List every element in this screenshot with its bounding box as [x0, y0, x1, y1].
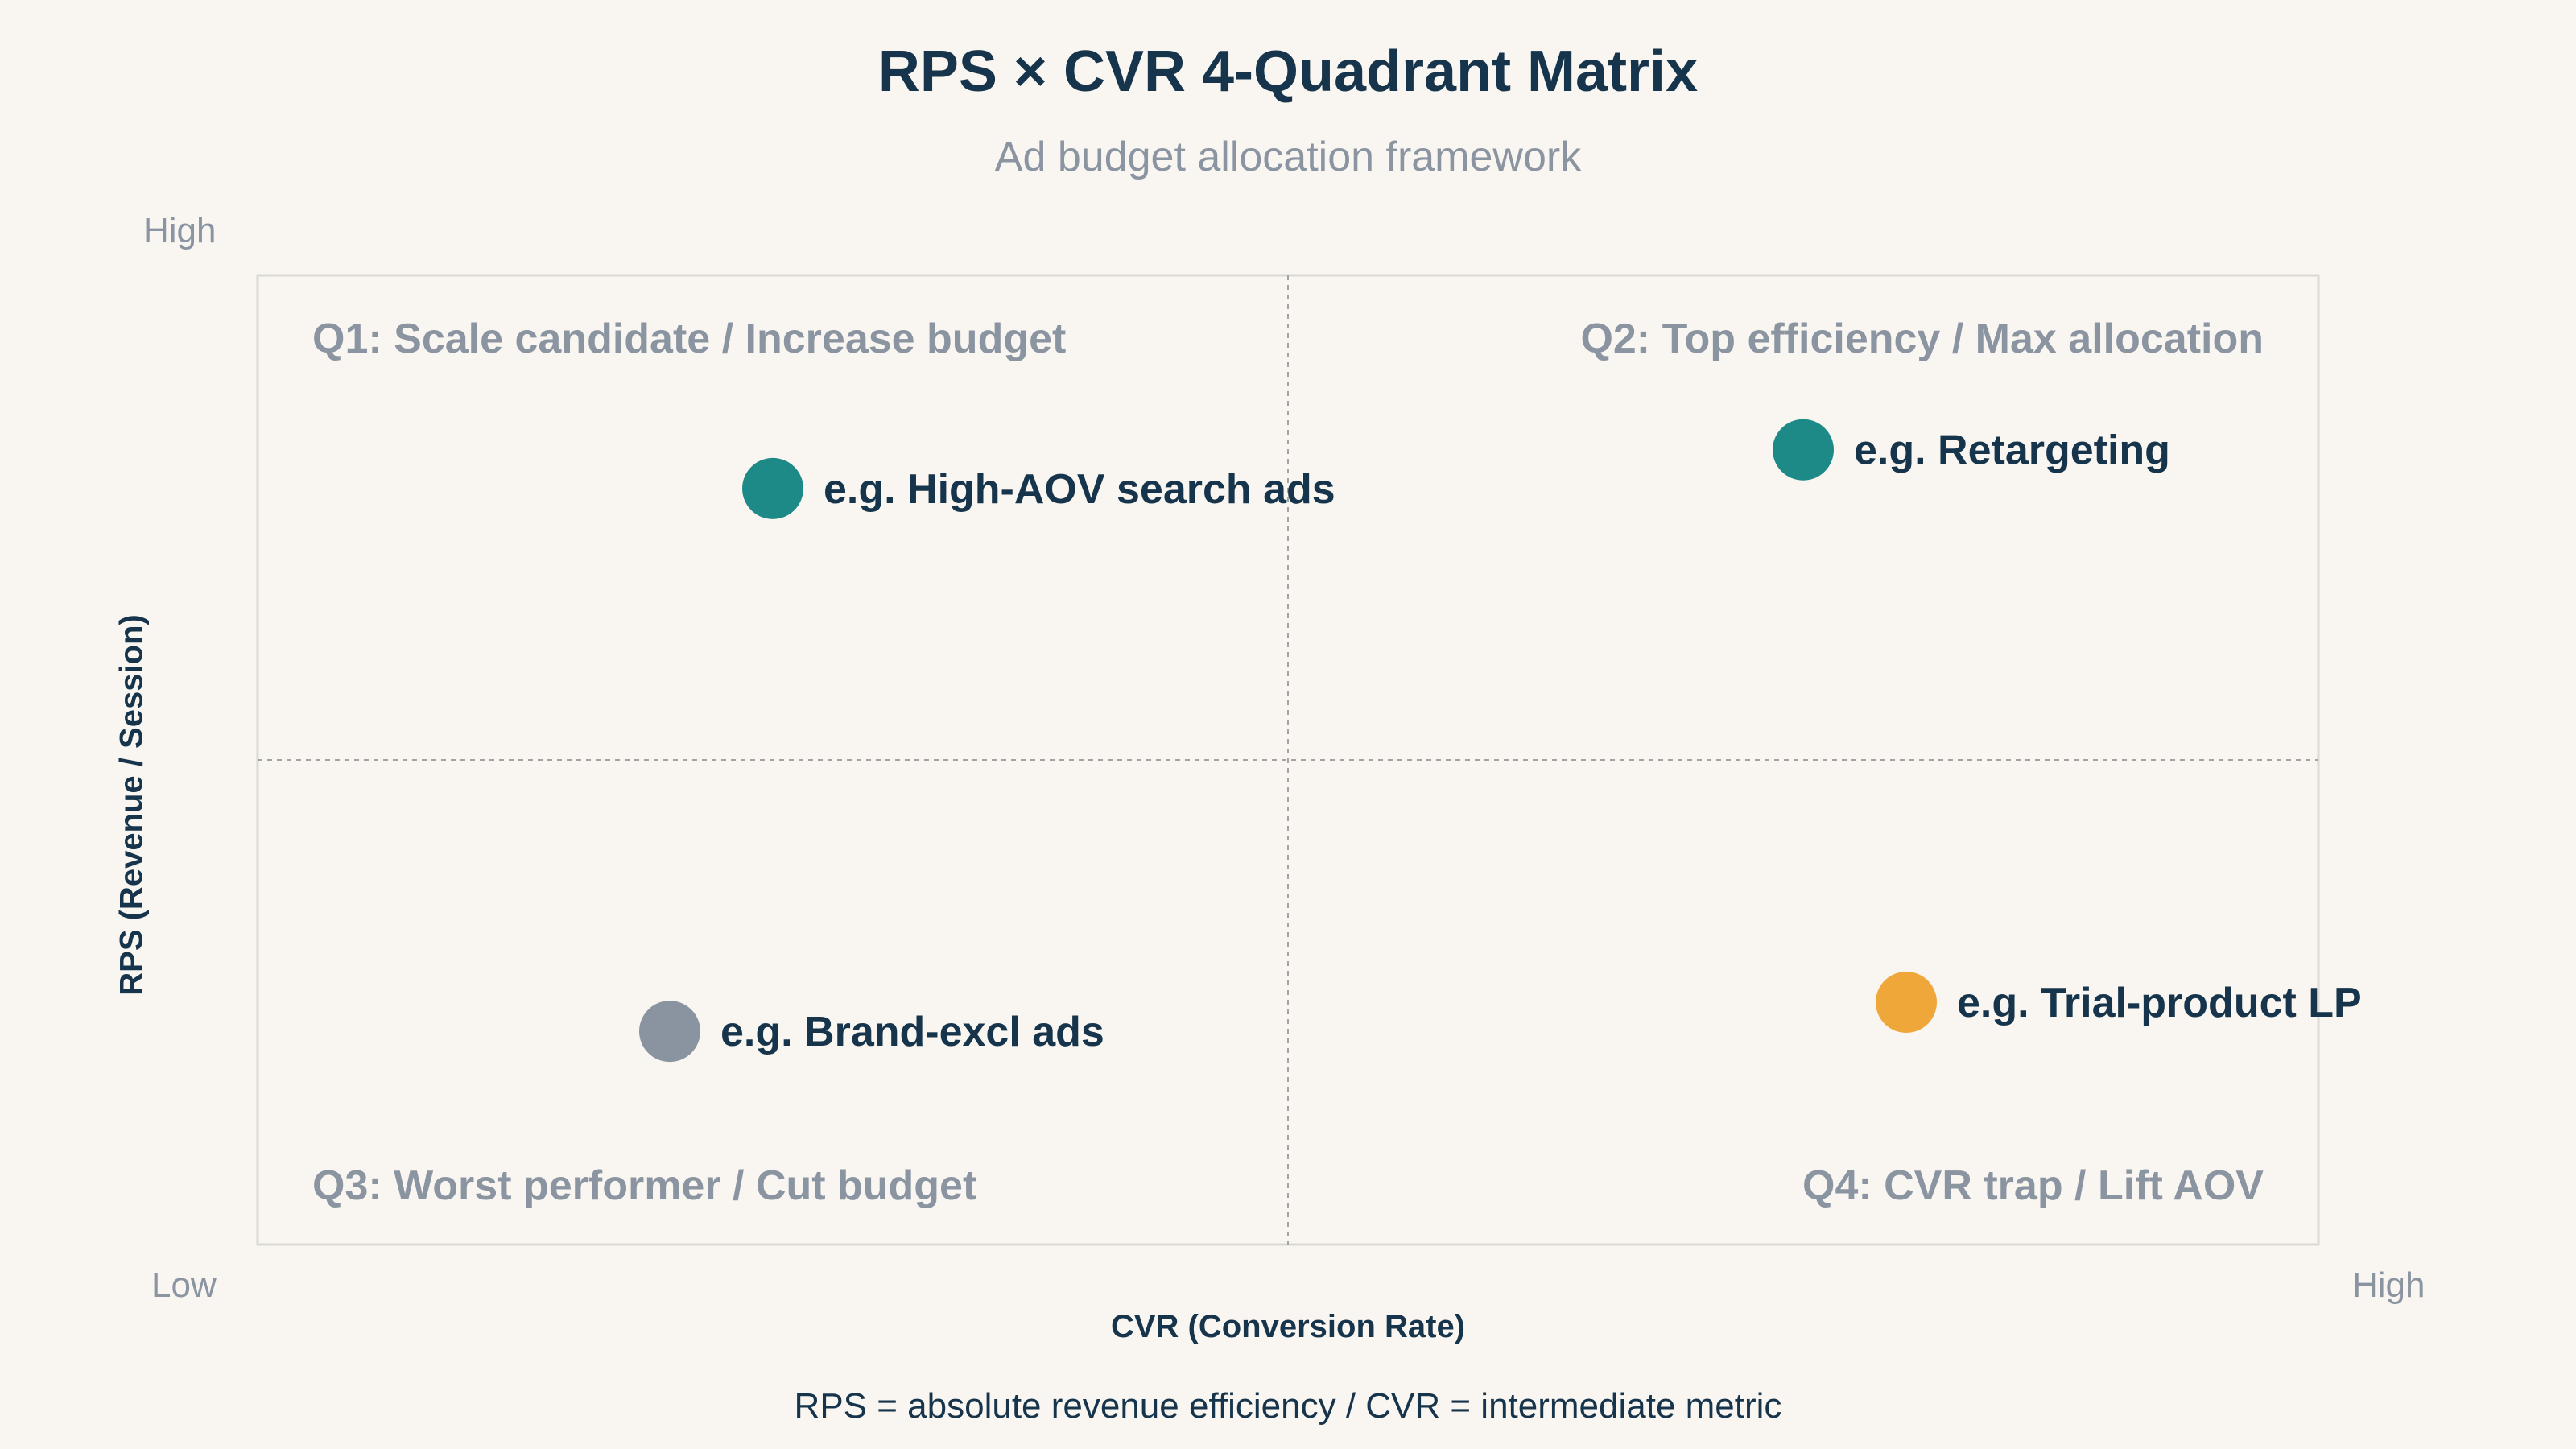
data-point-label: e.g. Brand-excl ads	[720, 1009, 1104, 1055]
quadrant-label-q3: Q3: Worst performer / Cut budget	[312, 1162, 976, 1209]
data-point-marker	[1876, 972, 1937, 1033]
quadrant-labels: Q1: Scale candidate / Increase budget Q2:…	[312, 316, 2264, 1209]
quadrant-label-q2: Q2: Top efficiency / Max allocation	[1580, 316, 2264, 362]
data-point-label: e.g. Trial-product LP	[1957, 980, 2362, 1026]
data-point-marker	[639, 1001, 700, 1063]
data-points: e.g. High-AOV search ads e.g. Retargeting…	[639, 419, 2362, 1063]
footnote: RPS = absolute revenue efficiency / CVR …	[794, 1386, 1782, 1426]
quadrant-label-q1: Q1: Scale candidate / Increase budget	[312, 316, 1066, 362]
quadrant-label-q4: Q4: CVR trap / Lift AOV	[1802, 1162, 2264, 1209]
data-point-label: e.g. Retargeting	[1854, 427, 2170, 474]
y-axis-high-label: High	[143, 211, 217, 250]
x-axis-high-label: High	[2352, 1265, 2425, 1305]
x-axis-title: CVR (Conversion Rate)	[1110, 1309, 1466, 1344]
chart-title: RPS × CVR 4-Quadrant Matrix	[877, 39, 1699, 104]
chart-subtitle: Ad budget allocation framework	[994, 134, 1582, 180]
data-point-label: e.g. High-AOV search ads	[824, 466, 1335, 513]
data-point-marker	[742, 457, 803, 519]
data-point-marker	[1773, 419, 1834, 481]
axis-low-label: Low	[151, 1265, 217, 1305]
